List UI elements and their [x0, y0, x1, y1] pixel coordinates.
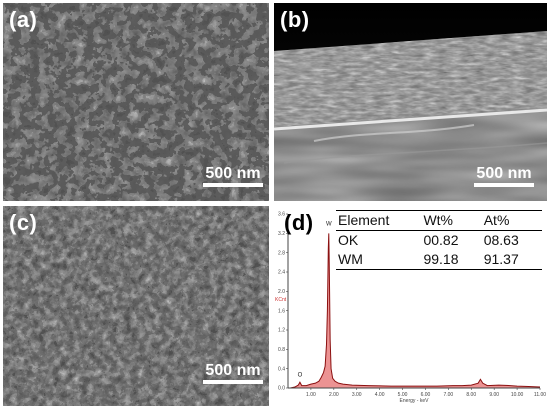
x-tick-label: 11.00: [534, 392, 546, 398]
x-tick-label: 1.00: [306, 392, 316, 398]
table-cell: OK: [338, 232, 359, 248]
scale-bar-a: 500 nm: [203, 165, 263, 187]
x-tick-label: 6.00: [421, 392, 431, 398]
panel-label-b: (b): [280, 7, 310, 32]
sem-image-a: [3, 3, 269, 201]
sem-panel-a: (a) 500 nm: [3, 3, 269, 201]
table-row: WM 99.18 91.37: [336, 250, 542, 270]
table-row: OK 00.82 08.63: [336, 231, 542, 251]
scale-bar-line-c: [203, 380, 263, 384]
table-cell: 91.37: [481, 250, 542, 270]
peak-label: W: [326, 222, 332, 228]
y-tick-label: 2.4: [278, 270, 285, 276]
scale-bar-text-c: 500 nm: [205, 362, 261, 379]
scale-bar-line-a: [203, 183, 263, 187]
x-tick-label: 5.00: [398, 392, 408, 398]
sem-panel-b: (b) 500 nm: [274, 3, 547, 201]
y-axis-label: KCnt: [275, 297, 287, 303]
scale-bar-c: 500 nm: [203, 362, 263, 384]
y-tick-label: 2.8: [278, 250, 285, 256]
y-tick-label: 0.4: [278, 366, 285, 372]
y-tick-label: 0.8: [278, 347, 285, 353]
column-header-element: Element: [336, 210, 422, 231]
y-tick-label: 2.0: [278, 289, 285, 295]
x-tick-label: 4.00: [375, 392, 385, 398]
eds-composition-table: Element Wt% At% OK 00.82 08.63 WM 99.18 …: [336, 210, 542, 270]
sem-image-c: [3, 206, 269, 406]
panel-label-c: (c): [9, 210, 38, 235]
scale-bar-line-b: [474, 183, 534, 187]
y-tick-label: 3.2: [278, 231, 285, 237]
scale-bar-text-a: 500 nm: [205, 165, 261, 182]
table-cell: 00.82: [423, 232, 459, 248]
panel-label-a: (a): [9, 7, 38, 32]
table-cell: 08.63: [483, 232, 519, 248]
scale-bar-text-b: 500 nm: [476, 165, 532, 182]
x-tick-label: 10.00: [511, 392, 524, 398]
y-tick-label: 1.6: [278, 308, 285, 314]
y-tick-label: 3.6: [278, 212, 285, 218]
spectrum-line: [290, 233, 541, 389]
peak-label: O: [298, 372, 303, 378]
table-cell: 99.18: [421, 250, 482, 270]
sem-panel-c: (c) 500 nm: [3, 206, 269, 406]
eds-spectrum-chart: 0.0 0.4 0.8 1.2 1.6 2.0 2.4 2.8 3.2 3.6 1.00 2.00 3…: [275, 212, 546, 404]
table-cell: WM: [336, 250, 422, 270]
scale-bar-b: 500 nm: [474, 165, 534, 187]
x-tick-label: 2.00: [329, 392, 339, 398]
x-tick-label: 8.00: [466, 392, 476, 398]
y-tick-label: 1.2: [278, 328, 285, 334]
x-axis-label: Energy - keV: [400, 398, 430, 404]
table-header-row: Element Wt% At%: [336, 210, 542, 231]
column-header-wt: Wt%: [421, 210, 482, 231]
x-tick-label: 7.00: [443, 392, 453, 398]
column-header-at: At%: [481, 210, 542, 231]
x-tick-label: 3.00: [352, 392, 362, 398]
eds-panel-d: 0.0 0.4 0.8 1.2 1.6 2.0 2.4 2.8 3.2 3.6 1.00 2.00 3…: [274, 206, 547, 412]
sem-image-b: [274, 3, 547, 201]
y-tick-label: 0.0: [278, 386, 285, 392]
x-tick-label: 9.00: [489, 392, 499, 398]
panel-label-d: (d): [284, 210, 314, 235]
